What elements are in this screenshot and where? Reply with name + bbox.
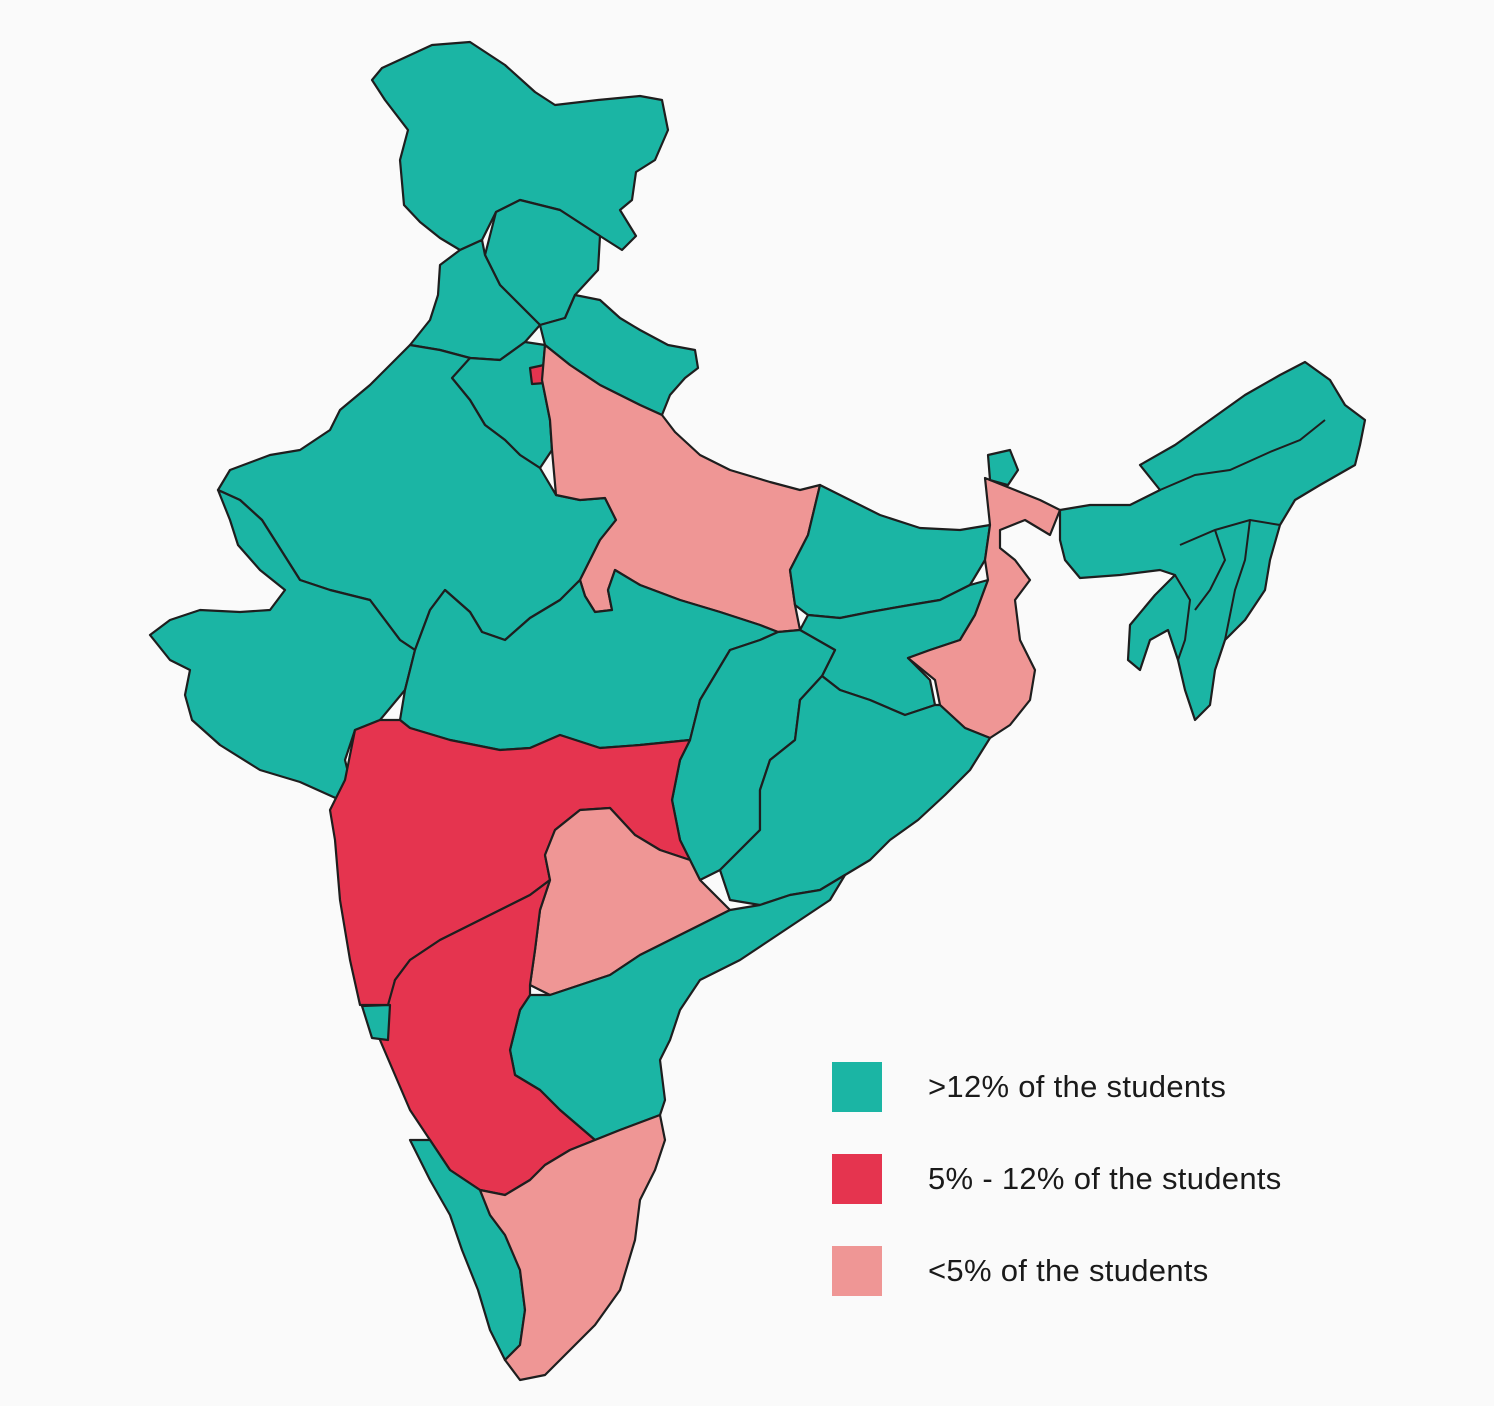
legend-swatch-mid [832, 1154, 882, 1204]
region-tamil-nadu [478, 1113, 667, 1382]
northeast-border-3 [1194, 529, 1227, 611]
legend-swatch-low [832, 1246, 882, 1296]
region-west-bengal [906, 476, 1062, 740]
legend-label-high: >12% of the students [928, 1069, 1227, 1104]
region-uttarakhand [538, 293, 700, 417]
legend-item-high: >12% of the students [832, 1062, 1282, 1112]
region-jammu-kashmir [370, 40, 670, 252]
region-sikkim [986, 448, 1020, 487]
region-karnataka [378, 878, 597, 1197]
region-gujarat [148, 488, 417, 802]
region-northeast [1058, 360, 1367, 722]
legend-swatch-high [832, 1062, 882, 1112]
region-goa [360, 1003, 392, 1042]
legend-label-mid: 5% - 12% of the students [928, 1161, 1282, 1196]
legend-label-low: <5% of the students [928, 1253, 1209, 1288]
legend-item-low: <5% of the students [832, 1246, 1282, 1296]
northeast-border-4 [1224, 519, 1251, 641]
northeast-border-1 [1159, 419, 1326, 491]
northeast-border-5 [1174, 574, 1192, 661]
northeast-border-2 [1179, 518, 1281, 546]
region-odisha [718, 674, 992, 907]
legend-item-mid: 5% - 12% of the students [832, 1154, 1282, 1204]
legend: >12% of the students 5% - 12% of the stu… [832, 1062, 1282, 1338]
